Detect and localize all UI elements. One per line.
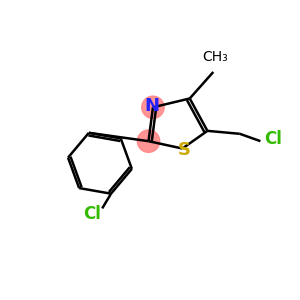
Circle shape: [142, 96, 164, 118]
Text: Cl: Cl: [83, 205, 101, 223]
Text: Cl: Cl: [264, 130, 282, 148]
Circle shape: [137, 130, 160, 152]
Text: CH₃: CH₃: [202, 50, 228, 64]
Text: S: S: [178, 141, 191, 159]
Text: N: N: [144, 98, 159, 116]
